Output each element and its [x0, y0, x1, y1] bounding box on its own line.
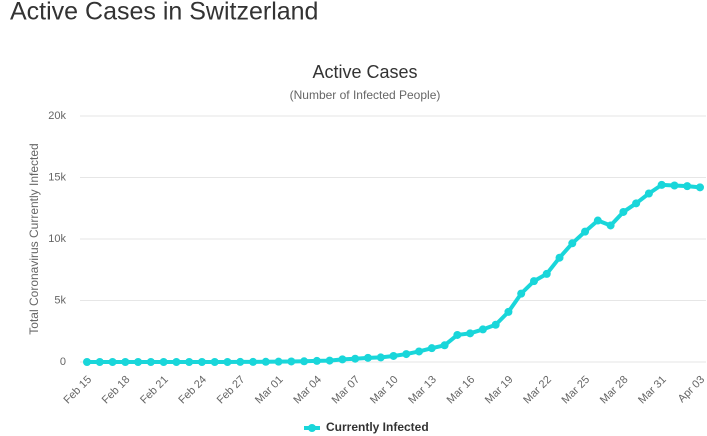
point — [121, 358, 130, 366]
point — [542, 269, 551, 278]
chart-title: Active Cases — [312, 62, 417, 82]
point — [504, 307, 513, 316]
legend-marker — [308, 424, 316, 432]
point — [363, 353, 372, 362]
point — [453, 330, 462, 339]
point — [529, 277, 538, 286]
point — [312, 356, 321, 365]
x-tick-label: Feb 24 — [176, 374, 209, 407]
point — [134, 358, 143, 366]
point — [657, 180, 666, 189]
point — [249, 357, 258, 366]
x-tick-label: Mar 10 — [368, 374, 401, 407]
point — [261, 357, 270, 366]
point — [172, 358, 181, 366]
x-tick-label: Mar 31 — [636, 374, 669, 407]
point — [606, 221, 615, 230]
point — [274, 357, 283, 366]
point — [300, 357, 309, 366]
point — [338, 355, 347, 364]
y-tick-label: 10k — [48, 233, 66, 245]
x-tick-label: Mar 13 — [406, 374, 439, 407]
point — [593, 216, 602, 225]
x-tick-label: Mar 04 — [291, 374, 324, 407]
y-tick-label: 0 — [60, 356, 66, 368]
point — [146, 358, 155, 366]
point — [644, 189, 653, 198]
point — [670, 181, 679, 190]
point — [466, 329, 475, 338]
x-tick-label: Apr 03 — [676, 374, 707, 405]
chart-subtitle: (Number of Infected People) — [290, 88, 441, 102]
point — [568, 239, 577, 248]
point — [478, 325, 487, 334]
x-tick-label: Mar 25 — [560, 374, 593, 407]
x-tick-label: Mar 19 — [483, 374, 516, 407]
point — [185, 358, 194, 366]
point — [223, 357, 232, 366]
x-tick-label: Feb 27 — [215, 374, 248, 407]
page-heading: Active Cases in Switzerland — [10, 0, 318, 26]
y-tick-label: 15k — [48, 171, 66, 183]
y-tick-label: 20k — [48, 110, 66, 122]
point — [427, 344, 436, 353]
point — [159, 358, 168, 366]
x-tick-label: Mar 28 — [598, 374, 631, 407]
point — [236, 357, 245, 366]
x-tick-label: Feb 21 — [138, 374, 171, 407]
point — [210, 357, 219, 366]
point — [581, 227, 590, 236]
point — [491, 320, 500, 329]
point — [83, 358, 91, 366]
legend-label: Currently Infected — [326, 420, 429, 434]
point — [517, 289, 526, 298]
point — [197, 358, 206, 366]
point — [287, 357, 296, 366]
point — [351, 354, 360, 363]
point — [696, 183, 704, 192]
x-tick-label: Mar 07 — [330, 374, 363, 407]
point — [376, 353, 385, 362]
point — [108, 358, 117, 366]
y-axis-label: Total Coronavirus Currently Infected — [27, 143, 41, 334]
point — [632, 199, 641, 208]
point — [555, 253, 564, 262]
point — [389, 351, 398, 360]
point — [325, 356, 334, 365]
series-line — [87, 182, 701, 364]
point — [95, 358, 104, 366]
point — [402, 350, 411, 359]
x-tick-label: Mar 22 — [521, 374, 554, 407]
point — [440, 341, 449, 350]
x-tick-label: Feb 15 — [61, 374, 94, 407]
point — [415, 347, 424, 356]
x-tick-label: Feb 18 — [100, 374, 133, 407]
point — [619, 207, 628, 216]
x-tick-label: Mar 01 — [253, 374, 286, 407]
y-tick-label: 5k — [54, 294, 66, 306]
x-tick-label: Mar 16 — [445, 374, 478, 407]
point — [683, 182, 692, 191]
